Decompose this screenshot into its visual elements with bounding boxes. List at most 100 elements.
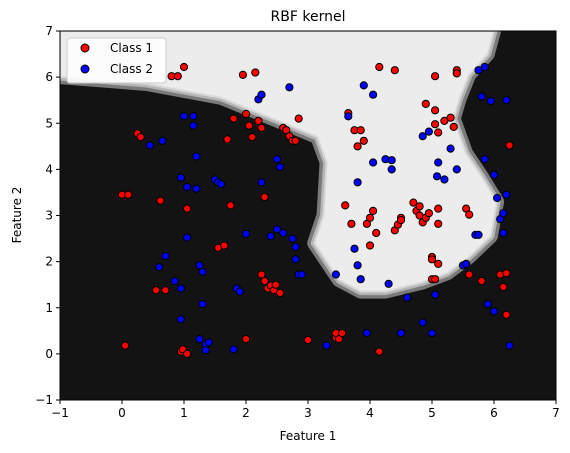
point-class-2 <box>158 136 167 145</box>
x-tick-label: 2 <box>242 406 250 420</box>
point-class-1 <box>421 99 430 109</box>
point-class-2 <box>176 284 185 293</box>
point-class-2 <box>192 184 201 193</box>
point-class-1 <box>245 121 254 130</box>
point-class-1 <box>465 270 474 279</box>
point-class-1 <box>390 66 399 75</box>
point-class-2 <box>480 62 489 72</box>
legend-box <box>66 37 167 84</box>
point-class-2 <box>155 263 164 272</box>
point-class-1 <box>372 228 381 238</box>
point-class-2 <box>297 270 306 279</box>
point-class-1 <box>449 122 458 132</box>
legend: Class 1 Class 2 <box>66 37 167 84</box>
point-class-1 <box>465 210 474 219</box>
point-class-2 <box>369 90 378 99</box>
point-class-2 <box>505 341 514 350</box>
point-class-2 <box>235 287 244 296</box>
point-class-1 <box>161 286 170 295</box>
point-class-2 <box>452 165 461 174</box>
point-class-2 <box>322 341 331 350</box>
point-class-1 <box>446 113 455 122</box>
point-class-2 <box>424 127 433 136</box>
legend-label-class-1: Class 1 <box>110 41 153 55</box>
point-class-1 <box>375 62 384 72</box>
point-class-2 <box>291 242 300 251</box>
point-class-2 <box>241 229 251 238</box>
chart-title: RBF kernel <box>271 9 346 25</box>
x-tick-label: 5 <box>428 406 436 420</box>
point-class-2 <box>189 112 198 121</box>
point-class-1 <box>223 135 232 144</box>
point-class-1 <box>220 241 229 250</box>
point-class-2 <box>198 300 207 309</box>
point-class-1 <box>431 275 440 284</box>
point-class-2 <box>502 96 511 105</box>
point-class-1 <box>124 190 133 199</box>
point-class-1 <box>173 72 182 81</box>
plot-area <box>60 31 556 400</box>
point-class-2 <box>195 335 204 344</box>
legend-marker-class-1 <box>80 43 90 53</box>
point-class-1 <box>226 201 235 210</box>
point-class-1 <box>152 286 161 295</box>
x-tick-label: 4 <box>366 406 374 420</box>
point-class-2 <box>276 163 285 172</box>
point-class-2 <box>272 155 282 164</box>
x-axis: −1 0 1 2 3 4 5 6 7 <box>51 400 560 420</box>
point-class-2 <box>489 307 499 316</box>
point-class-1 <box>431 106 440 115</box>
x-axis-label: Feature 1 <box>280 429 337 443</box>
point-class-1 <box>136 133 145 142</box>
point-class-1 <box>365 213 375 222</box>
point-class-2 <box>195 261 204 270</box>
point-class-2 <box>432 172 442 181</box>
point-class-1 <box>271 280 280 289</box>
point-class-2 <box>387 156 396 165</box>
point-class-2 <box>396 329 406 338</box>
point-class-1 <box>452 69 461 78</box>
y-tick-label: 6 <box>45 70 53 84</box>
point-class-2 <box>161 252 170 261</box>
point-class-2 <box>257 178 266 187</box>
y-axis-label: Feature 2 <box>10 187 24 244</box>
point-class-2 <box>499 209 508 218</box>
point-class-1 <box>396 216 406 225</box>
decision-boundary <box>60 31 505 299</box>
point-class-2 <box>285 83 294 92</box>
point-class-2 <box>418 132 427 141</box>
point-class-1 <box>229 114 238 123</box>
point-class-2 <box>257 90 266 99</box>
point-class-1 <box>409 198 418 207</box>
point-class-2 <box>353 178 362 187</box>
point-class-2 <box>356 275 365 284</box>
point-class-2 <box>483 300 492 309</box>
point-class-2 <box>493 193 502 203</box>
point-class-2 <box>502 190 511 199</box>
point-class-2 <box>201 346 210 355</box>
point-class-1 <box>353 142 362 151</box>
point-class-2 <box>431 290 440 299</box>
point-class-1 <box>369 206 378 215</box>
point-class-1 <box>291 136 300 145</box>
point-class-2 <box>145 141 154 150</box>
point-class-1 <box>257 270 266 279</box>
x-tick-label: 0 <box>118 406 126 420</box>
y-tick-label: 2 <box>45 255 53 269</box>
point-class-2 <box>344 112 353 121</box>
x-tick-label: 6 <box>490 406 498 420</box>
point-class-2 <box>176 173 185 182</box>
point-class-2 <box>272 225 282 234</box>
point-class-2 <box>198 267 207 276</box>
point-class-2 <box>353 261 362 270</box>
point-class-2 <box>462 259 471 268</box>
point-class-1 <box>434 219 443 228</box>
point-class-1 <box>260 192 269 202</box>
point-class-1 <box>502 310 511 319</box>
point-class-2 <box>359 81 368 90</box>
point-class-2 <box>418 318 427 327</box>
point-class-1 <box>241 335 251 344</box>
point-class-2 <box>384 279 393 288</box>
point-class-1 <box>431 72 440 81</box>
